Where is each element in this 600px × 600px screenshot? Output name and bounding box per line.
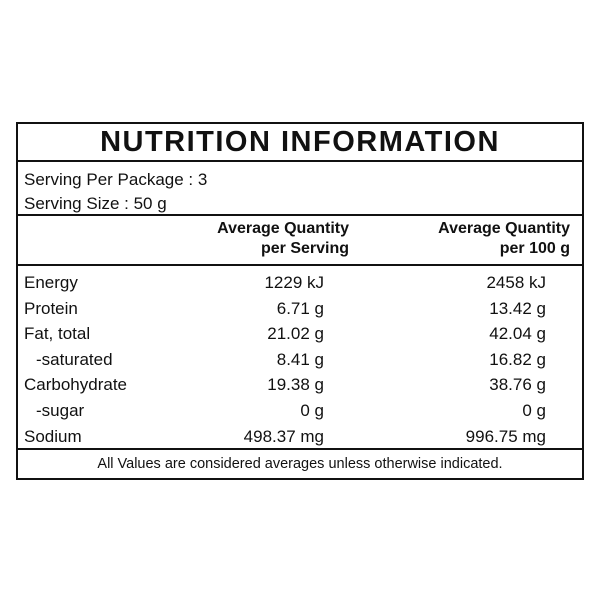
serving-size: Serving Size : 50 g [24, 194, 167, 213]
per-serving-header-line2: per Serving [260, 240, 349, 257]
nutrient-row-sugar: -sugar 0 g 0 g [18, 398, 582, 424]
per-serving-value: 21.02 g [267, 324, 324, 344]
per-100g-header-line1: Average Quantity [438, 220, 570, 237]
per-serving-header: Average Quantity per Serving [217, 219, 349, 259]
panel-title: NUTRITION INFORMATION [18, 124, 582, 162]
per-100g-value: 42.04 g [489, 324, 546, 344]
serving-info: Serving Per Package : 3 Serving Size : 5… [18, 162, 582, 214]
per-100g-header-line2: per 100 g [499, 240, 570, 257]
servings-per-package: Serving Per Package : 3 [24, 170, 208, 189]
nutrient-rows: Energy 1229 kJ 2458 kJ Protein 6.71 g 13… [18, 266, 582, 449]
nutrient-label: Fat, total [24, 324, 91, 344]
per-serving-value: 6.71 g [276, 298, 324, 318]
nutrient-row-carbohydrate: Carbohydrate 19.38 g 38.76 g [18, 372, 582, 398]
per-serving-header-line1: Average Quantity [217, 220, 349, 237]
per-100g-value: 38.76 g [489, 375, 546, 395]
footer-note: All Values are considered averages unles… [18, 448, 582, 478]
per-serving-value: 19.38 g [267, 375, 324, 395]
per-serving-value: 8.41 g [276, 349, 324, 369]
per-100g-value: 996.75 mg [465, 426, 546, 446]
nutrient-label: Protein [24, 298, 78, 318]
per-100g-value: 0 g [522, 400, 546, 420]
nutrient-row-sodium: Sodium 498.37 mg 996.75 mg [18, 424, 582, 450]
nutrient-row-fat-total: Fat, total 21.02 g 42.04 g [18, 321, 582, 347]
per-100g-value: 16.82 g [489, 349, 546, 369]
per-100g-header: Average Quantity per 100 g [438, 219, 570, 259]
nutrient-label: Carbohydrate [24, 375, 128, 395]
nutrient-label: -sugar [36, 400, 85, 420]
column-headers: Average Quantity per Serving Average Qua… [18, 214, 582, 266]
per-serving-value: 1229 kJ [264, 273, 324, 292]
per-100g-value: 2458 kJ [486, 273, 546, 292]
nutrient-row-energy: Energy 1229 kJ 2458 kJ [18, 270, 582, 296]
nutrient-label: Energy [24, 273, 78, 292]
per-serving-value: 0 g [300, 400, 324, 420]
per-serving-value: 498.37 mg [243, 426, 324, 446]
nutrient-row-protein: Protein 6.71 g 13.42 g [18, 296, 582, 322]
nutrient-label: -saturated [36, 349, 113, 369]
nutrient-label: Sodium [24, 426, 82, 446]
nutrition-panel: NUTRITION INFORMATION Serving Per Packag… [16, 122, 584, 480]
nutrient-row-saturated: -saturated 8.41 g 16.82 g [18, 347, 582, 373]
per-100g-value: 13.42 g [489, 298, 546, 318]
